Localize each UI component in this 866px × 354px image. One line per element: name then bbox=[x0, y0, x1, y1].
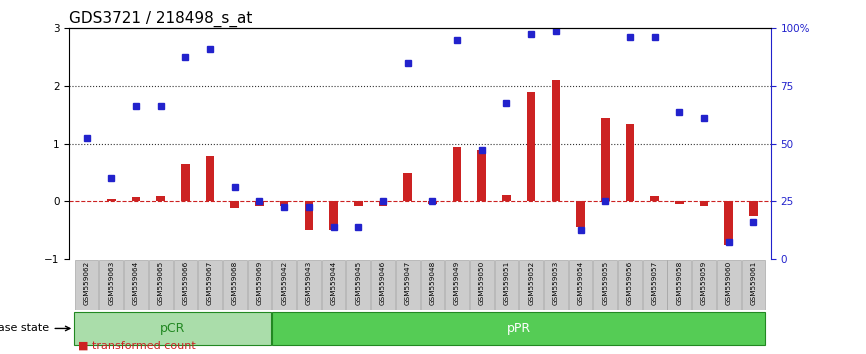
Text: GSM559044: GSM559044 bbox=[331, 261, 337, 305]
Text: GSM559056: GSM559056 bbox=[627, 261, 633, 305]
Bar bbox=[428, 201, 436, 204]
Text: GSM559067: GSM559067 bbox=[207, 261, 213, 305]
Text: GSM559047: GSM559047 bbox=[404, 261, 410, 305]
FancyBboxPatch shape bbox=[321, 260, 346, 310]
Text: disease state: disease state bbox=[0, 324, 70, 333]
Bar bbox=[625, 124, 634, 201]
Text: GSM559068: GSM559068 bbox=[232, 261, 238, 305]
Bar bbox=[280, 201, 288, 206]
Bar bbox=[700, 201, 708, 206]
Text: GSM559049: GSM559049 bbox=[454, 261, 460, 305]
Text: GSM559042: GSM559042 bbox=[281, 261, 288, 305]
FancyBboxPatch shape bbox=[198, 260, 222, 310]
Bar bbox=[181, 164, 190, 201]
FancyBboxPatch shape bbox=[272, 260, 296, 310]
Text: GSM559061: GSM559061 bbox=[751, 261, 756, 305]
Text: GSM559055: GSM559055 bbox=[602, 261, 608, 305]
FancyBboxPatch shape bbox=[74, 260, 99, 310]
FancyBboxPatch shape bbox=[593, 260, 617, 310]
FancyBboxPatch shape bbox=[544, 260, 568, 310]
Bar bbox=[527, 92, 535, 201]
Text: GSM559053: GSM559053 bbox=[553, 261, 559, 305]
Text: GSM559043: GSM559043 bbox=[306, 261, 312, 305]
FancyBboxPatch shape bbox=[741, 260, 766, 310]
Bar bbox=[453, 147, 462, 201]
Text: GSM559046: GSM559046 bbox=[380, 261, 386, 305]
Bar bbox=[305, 201, 313, 230]
Text: GSM559059: GSM559059 bbox=[701, 261, 707, 305]
Text: GSM559050: GSM559050 bbox=[479, 261, 485, 305]
Bar bbox=[749, 201, 758, 216]
Bar bbox=[206, 156, 215, 201]
Text: GDS3721 / 218498_s_at: GDS3721 / 218498_s_at bbox=[69, 11, 253, 27]
FancyBboxPatch shape bbox=[372, 260, 395, 310]
Text: GSM559048: GSM559048 bbox=[430, 261, 436, 305]
FancyBboxPatch shape bbox=[643, 260, 667, 310]
FancyBboxPatch shape bbox=[149, 260, 172, 310]
Text: pPR: pPR bbox=[507, 322, 531, 335]
Text: GSM559045: GSM559045 bbox=[355, 261, 361, 305]
Text: pCR: pCR bbox=[160, 322, 185, 335]
Text: GSM559051: GSM559051 bbox=[503, 261, 509, 305]
FancyBboxPatch shape bbox=[445, 260, 469, 310]
FancyBboxPatch shape bbox=[470, 260, 494, 310]
FancyBboxPatch shape bbox=[421, 260, 444, 310]
Bar bbox=[404, 173, 412, 201]
Text: GSM559060: GSM559060 bbox=[726, 261, 732, 305]
Text: ■ transformed count: ■ transformed count bbox=[78, 341, 196, 350]
Bar bbox=[576, 201, 585, 227]
FancyBboxPatch shape bbox=[396, 260, 419, 310]
Bar bbox=[107, 199, 115, 201]
FancyBboxPatch shape bbox=[297, 260, 320, 310]
FancyBboxPatch shape bbox=[520, 260, 543, 310]
Text: GSM559062: GSM559062 bbox=[84, 261, 89, 305]
FancyBboxPatch shape bbox=[618, 260, 642, 310]
Bar bbox=[477, 149, 486, 201]
FancyBboxPatch shape bbox=[74, 312, 271, 345]
Bar bbox=[725, 201, 734, 245]
Text: GSM559066: GSM559066 bbox=[183, 261, 189, 305]
Text: GSM559063: GSM559063 bbox=[108, 261, 114, 305]
Bar bbox=[675, 201, 683, 204]
Bar bbox=[230, 201, 239, 209]
FancyBboxPatch shape bbox=[494, 260, 519, 310]
Bar bbox=[650, 196, 659, 201]
FancyBboxPatch shape bbox=[100, 260, 123, 310]
FancyBboxPatch shape bbox=[248, 260, 271, 310]
Bar bbox=[354, 201, 363, 206]
Text: GSM559058: GSM559058 bbox=[676, 261, 682, 305]
Bar bbox=[255, 201, 264, 206]
FancyBboxPatch shape bbox=[569, 260, 592, 310]
Bar bbox=[552, 80, 560, 201]
FancyBboxPatch shape bbox=[173, 260, 197, 310]
Bar bbox=[378, 201, 387, 206]
Text: GSM559054: GSM559054 bbox=[578, 261, 584, 305]
FancyBboxPatch shape bbox=[692, 260, 716, 310]
Text: GSM559057: GSM559057 bbox=[651, 261, 657, 305]
Text: GSM559052: GSM559052 bbox=[528, 261, 534, 305]
FancyBboxPatch shape bbox=[223, 260, 247, 310]
Text: GSM559064: GSM559064 bbox=[133, 261, 139, 305]
FancyBboxPatch shape bbox=[346, 260, 370, 310]
Bar bbox=[601, 118, 610, 201]
Bar bbox=[329, 201, 338, 230]
FancyBboxPatch shape bbox=[272, 312, 766, 345]
Bar bbox=[157, 196, 165, 201]
FancyBboxPatch shape bbox=[124, 260, 148, 310]
FancyBboxPatch shape bbox=[717, 260, 740, 310]
Bar bbox=[502, 195, 511, 201]
Text: GSM559065: GSM559065 bbox=[158, 261, 164, 305]
FancyBboxPatch shape bbox=[668, 260, 691, 310]
Bar bbox=[132, 197, 140, 201]
Text: GSM559069: GSM559069 bbox=[256, 261, 262, 305]
